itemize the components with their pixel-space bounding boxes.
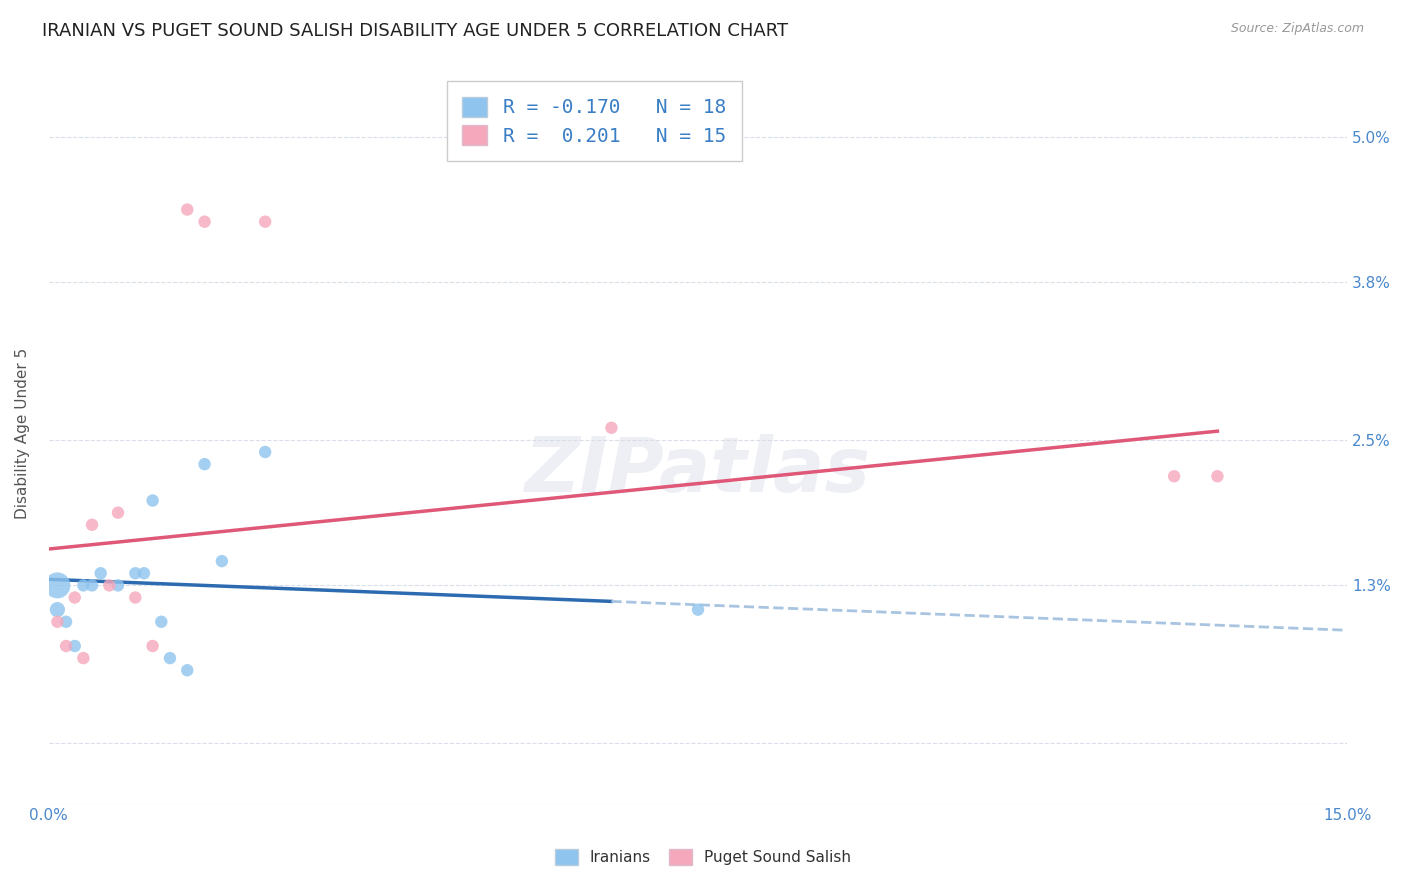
Point <box>142 493 165 508</box>
Point <box>55 615 77 629</box>
Point <box>107 578 129 592</box>
Text: IRANIAN VS PUGET SOUND SALISH DISABILITY AGE UNDER 5 CORRELATION CHART: IRANIAN VS PUGET SOUND SALISH DISABILITY… <box>42 22 789 40</box>
Point <box>142 639 165 653</box>
Point <box>254 445 277 459</box>
Point <box>80 578 103 592</box>
Point <box>211 554 233 568</box>
Point <box>80 517 103 532</box>
Point <box>46 615 69 629</box>
Point <box>176 663 198 677</box>
Point <box>1163 469 1185 483</box>
Text: Source: ZipAtlas.com: Source: ZipAtlas.com <box>1230 22 1364 36</box>
Point <box>193 457 215 471</box>
Point <box>686 602 709 616</box>
Point <box>600 421 623 435</box>
Point <box>193 215 215 229</box>
Point <box>90 566 112 581</box>
Legend: Iranians, Puget Sound Salish: Iranians, Puget Sound Salish <box>548 843 858 871</box>
Point <box>124 566 146 581</box>
Point <box>132 566 155 581</box>
Point <box>72 578 94 592</box>
Point <box>55 639 77 653</box>
Point <box>63 591 86 605</box>
Text: ZIPatlas: ZIPatlas <box>524 434 870 508</box>
Point <box>107 506 129 520</box>
Point <box>150 615 173 629</box>
Point <box>254 215 277 229</box>
Point <box>1206 469 1229 483</box>
Point <box>159 651 181 665</box>
Point <box>46 602 69 616</box>
Point <box>63 639 86 653</box>
Point <box>72 651 94 665</box>
Point <box>176 202 198 217</box>
Point <box>98 578 121 592</box>
Legend: R = -0.170   N = 18, R =  0.201   N = 15: R = -0.170 N = 18, R = 0.201 N = 15 <box>447 81 742 161</box>
Point <box>46 578 69 592</box>
Y-axis label: Disability Age Under 5: Disability Age Under 5 <box>15 348 30 519</box>
Point <box>124 591 146 605</box>
